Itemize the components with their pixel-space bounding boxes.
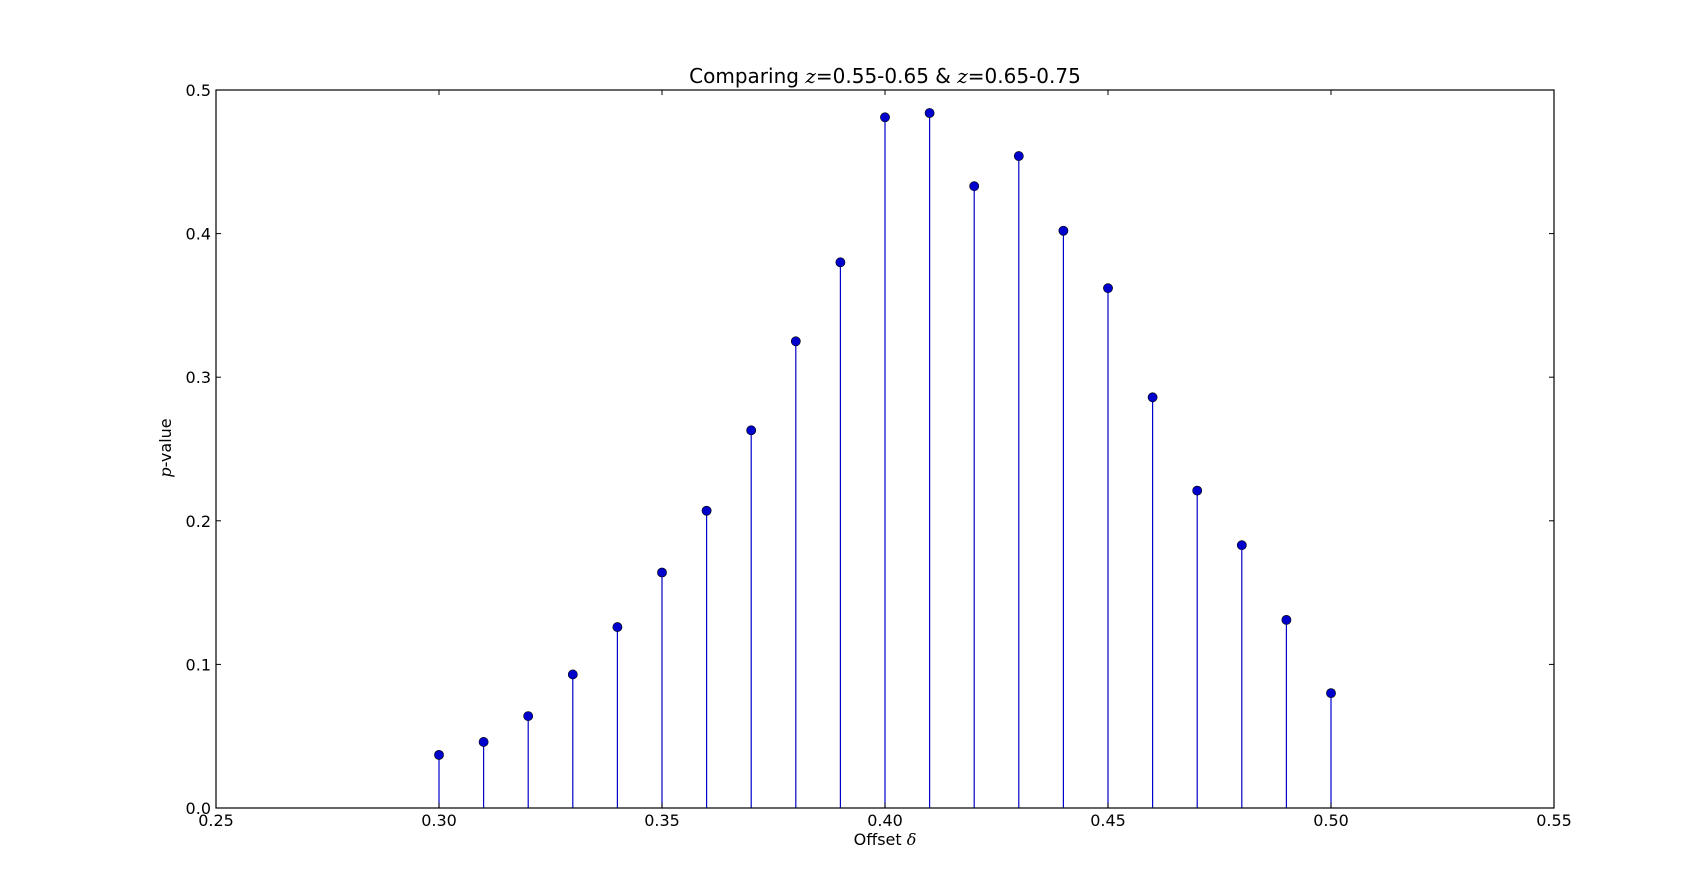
stem-marker — [746, 425, 757, 436]
stem-marker — [969, 181, 980, 192]
stem-marker — [478, 737, 489, 747]
stem-marker — [1147, 392, 1158, 403]
y-tick-label: 0.5 — [186, 81, 211, 100]
x-tick-label: 0.30 — [421, 811, 457, 830]
y-tick-label: 0.0 — [186, 799, 211, 818]
axis-ticks: 0.25 0.30 0.35 0.40 0.45 0.50 0.55 0.0 0.1 0.2 0.3… — [186, 81, 1572, 830]
stem-marker — [1058, 225, 1069, 236]
stem-marker — [924, 108, 935, 118]
stem-marker — [657, 567, 667, 578]
stem-marker — [1192, 485, 1203, 496]
y-tick-label: 0.3 — [186, 368, 211, 387]
stem-marker — [790, 336, 801, 347]
x-tick-label: 0.45 — [1090, 811, 1126, 830]
x-tick-label: 0.50 — [1313, 811, 1349, 830]
stem-marker — [1103, 283, 1113, 294]
stem-marker — [1281, 614, 1292, 625]
data-marks — [434, 108, 1336, 809]
y-tick-label: 0.4 — [186, 225, 211, 244]
stem-marker — [523, 711, 534, 721]
x-tick-label: 0.35 — [644, 811, 680, 830]
stem-marker — [880, 112, 890, 123]
y-tick-label: 0.1 — [186, 655, 211, 674]
stem-marker — [1326, 688, 1336, 699]
x-tick-label: 0.55 — [1536, 811, 1572, 830]
stem-marker — [1013, 151, 1024, 161]
stem-marker — [567, 669, 578, 680]
stem-marker — [701, 505, 712, 516]
stem-marker — [434, 749, 444, 760]
y-axis-label: p-value — [156, 418, 175, 477]
stem-marker — [1236, 540, 1247, 551]
x-tick-label: 0.25 — [198, 811, 234, 830]
x-tick-label: 0.40 — [867, 811, 903, 830]
stem-marker — [835, 257, 846, 268]
x-axis-label: Offset δ — [854, 830, 917, 849]
stem-marker — [612, 622, 623, 632]
y-tick-label: 0.2 — [186, 512, 211, 531]
chart-title: Comparing z=0.55-0.65 & z=0.65-0.75 — [689, 64, 1081, 88]
